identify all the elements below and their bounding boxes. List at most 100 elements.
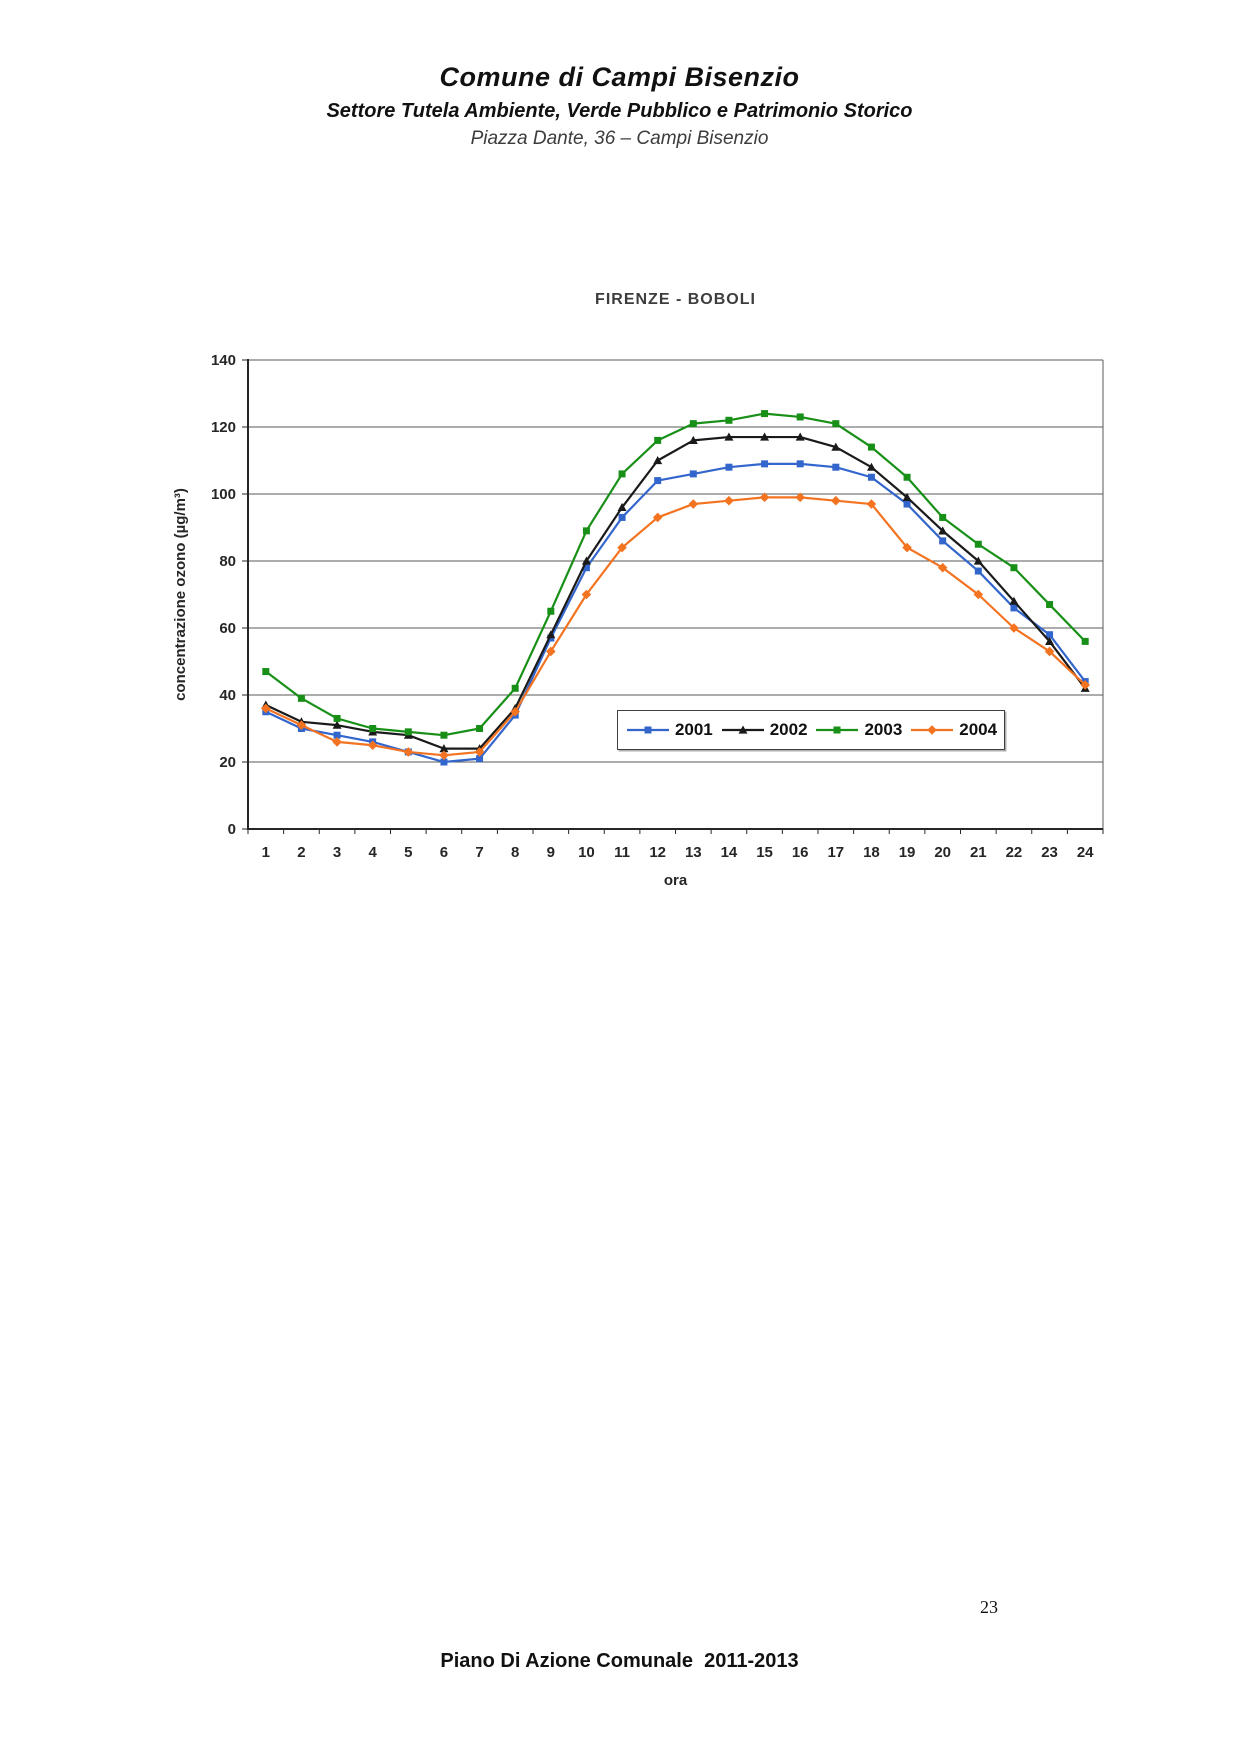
y-axis-label: concentrazione ozono (µg/m³) <box>172 488 189 701</box>
series-marker-2002 <box>938 526 948 535</box>
y-tick-label: 40 <box>219 687 236 704</box>
x-tick-label: 14 <box>721 844 738 861</box>
series-marker-2004 <box>261 703 271 714</box>
series-marker-2003 <box>262 668 270 676</box>
series-line-2003 <box>264 412 1087 737</box>
series-marker-2004 <box>759 492 770 503</box>
series-marker-2002 <box>973 556 983 565</box>
x-tick-label: 22 <box>1006 844 1023 861</box>
legend-item-2002: 2002 <box>720 720 808 740</box>
x-tick-label: 23 <box>1041 844 1058 861</box>
series-marker-2001 <box>761 460 769 468</box>
x-tick-label: 20 <box>934 844 951 861</box>
series-marker-2003 <box>903 473 911 481</box>
x-tick-label: 13 <box>685 844 702 861</box>
series-marker-2003 <box>939 513 947 521</box>
series-marker-2001 <box>974 567 982 575</box>
series-marker-2002 <box>724 432 734 441</box>
series-marker-2001 <box>867 473 875 481</box>
legend-item-2004: 2004 <box>909 720 997 740</box>
series-marker-2004 <box>831 495 841 506</box>
series-marker-2004 <box>902 542 912 553</box>
x-tick-label: 9 <box>547 844 555 861</box>
legend-marker-2003 <box>833 726 841 734</box>
x-tick-label: 24 <box>1077 844 1094 861</box>
series-marker-2003 <box>333 714 341 722</box>
series-marker-2003 <box>476 725 484 732</box>
series-marker-2004 <box>652 512 663 523</box>
legend-sample-2001 <box>626 726 669 734</box>
x-tick-label: 17 <box>827 844 844 861</box>
series-marker-2002 <box>581 556 591 565</box>
series-marker-2003 <box>1010 564 1018 572</box>
series-marker-2001 <box>654 477 662 485</box>
x-tick-label: 18 <box>863 844 880 861</box>
y-tick-label: 100 <box>211 486 236 503</box>
series-marker-2003 <box>369 725 377 732</box>
series-marker-2002 <box>1009 596 1019 605</box>
series-marker-2001 <box>1046 631 1054 639</box>
legend-marker-2001 <box>644 726 652 734</box>
x-tick-label: 15 <box>756 844 773 861</box>
series-marker-2003 <box>761 410 769 418</box>
series-marker-2003 <box>404 728 412 736</box>
series-marker-2001 <box>1010 604 1018 612</box>
x-tick-label: 16 <box>792 844 809 861</box>
series-marker-2004 <box>1080 680 1090 690</box>
legend-marker-2004 <box>927 725 938 735</box>
footer-title: Piano Di Azione Comunale 2011-2013 <box>440 1650 799 1672</box>
series-marker-2004 <box>1044 646 1055 657</box>
y-tick-label: 60 <box>219 620 236 637</box>
legend-item-2003: 2003 <box>814 720 902 740</box>
x-tick-label: 1 <box>262 844 270 861</box>
header-organization: Comune di Campi Bisenzio <box>439 62 800 92</box>
series-marker-2003 <box>725 416 733 424</box>
x-axis-label: ora <box>663 872 688 889</box>
series-marker-2001 <box>618 513 626 521</box>
series-marker-2003 <box>440 731 448 739</box>
series-marker-2004 <box>795 492 805 503</box>
series-marker-2002 <box>866 462 876 471</box>
series-marker-2001 <box>440 758 448 766</box>
series-marker-2004 <box>937 562 948 573</box>
series-marker-2004 <box>332 737 342 747</box>
series-line-2004 <box>264 496 1087 757</box>
legend-sample-2003 <box>816 726 859 734</box>
chart-legend: 2001 2002 2003 2004 <box>617 710 1005 750</box>
series-marker-2001 <box>582 564 590 572</box>
series-marker-2002 <box>831 442 841 451</box>
series-marker-2002 <box>617 502 627 511</box>
page-header: Comune di Campi Bisenzio Settore Tutela … <box>0 62 1239 150</box>
series-marker-2004 <box>866 499 877 509</box>
series-marker-2004 <box>724 495 734 506</box>
series-marker-2002 <box>902 492 912 501</box>
x-tick-label: 2 <box>297 844 305 861</box>
series-marker-2004 <box>1009 623 1019 633</box>
series-marker-2001 <box>796 460 804 468</box>
series-marker-2003 <box>867 443 875 451</box>
series-marker-2003 <box>547 607 555 615</box>
header-address: Piazza Dante, 36 – Campi Bisenzio <box>470 128 769 149</box>
series-marker-2001 <box>832 463 840 471</box>
chart-title: FIRENZE - BOBOLI <box>595 291 756 308</box>
legend-marker-2002 <box>738 725 748 734</box>
series-marker-2003 <box>297 694 305 702</box>
series-marker-2002 <box>795 432 805 441</box>
series-line-2002 <box>264 435 1087 750</box>
series-marker-2003 <box>832 420 840 428</box>
x-tick-label: 21 <box>970 844 987 861</box>
series-marker-2003 <box>974 540 982 548</box>
legend-sample-2002 <box>721 725 764 734</box>
page-number: 23 <box>980 1597 998 1617</box>
y-tick-label: 140 <box>211 352 236 369</box>
x-tick-label: 5 <box>404 844 412 861</box>
legend-label-2003: 2003 <box>864 720 903 739</box>
series-marker-2002 <box>653 456 663 465</box>
legend-label-2002: 2002 <box>769 720 808 739</box>
y-tick-label: 120 <box>211 419 236 436</box>
series-marker-2004 <box>688 499 699 509</box>
series-marker-2003 <box>1046 601 1054 609</box>
x-tick-label: 6 <box>440 844 448 861</box>
series-marker-2004 <box>474 747 485 757</box>
